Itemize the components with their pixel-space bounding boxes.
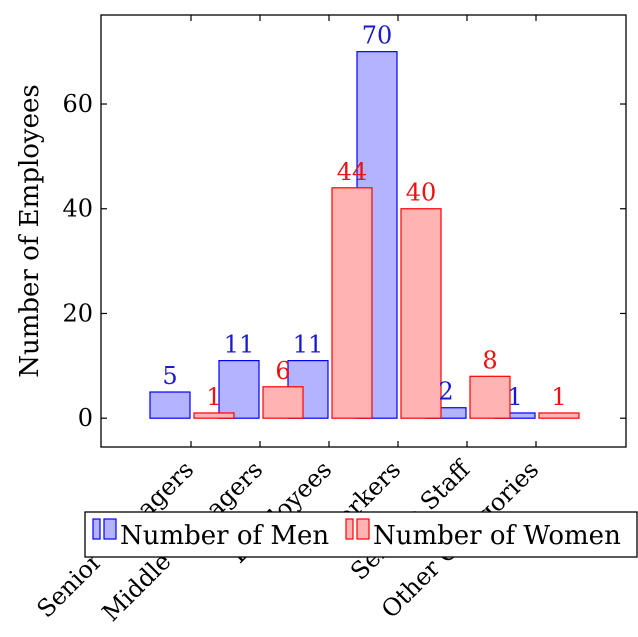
value-label-men: 5	[162, 362, 177, 390]
bar-women	[469, 375, 511, 419]
legend-swatch-women-2	[356, 518, 370, 540]
legend-swatch-men-1	[92, 518, 101, 540]
bar-men	[218, 360, 260, 419]
legend-label-women: Number of Women	[373, 521, 621, 551]
legend-swatch-men-2	[103, 518, 117, 540]
bar-women	[193, 412, 235, 419]
value-label-women: 44	[337, 158, 368, 186]
plot-area-frame	[100, 14, 627, 448]
legend: Number of Men Number of Women	[84, 511, 638, 558]
bar-women	[400, 208, 442, 419]
legend-swatch-women-1	[345, 518, 354, 540]
legend-item-women: Number of Women	[345, 518, 621, 551]
legend-item-men: Number of Men	[92, 518, 329, 551]
value-label-men: 2	[438, 378, 453, 406]
legend-label-men: Number of Men	[120, 521, 329, 551]
y-tick-label: 60	[62, 90, 93, 118]
value-label-men: 1	[507, 383, 522, 411]
bar-women	[538, 412, 580, 419]
value-label-men: 70	[362, 22, 393, 50]
value-label-men: 11	[224, 331, 255, 359]
value-label-men: 11	[293, 331, 324, 359]
value-label-women: 40	[406, 179, 437, 207]
value-label-women: 8	[482, 346, 497, 374]
y-axis-label: Number of Employees	[15, 84, 45, 377]
value-label-women: 6	[275, 357, 290, 385]
bar-women	[331, 187, 373, 419]
bars	[149, 51, 580, 419]
y-tick-label: 0	[78, 404, 93, 432]
y-tick-labels: 0 20 40 60	[62, 90, 93, 432]
value-label-women: 1	[551, 383, 566, 411]
bar-men	[149, 391, 191, 419]
bar-women	[262, 386, 304, 419]
y-tick-label: 40	[62, 195, 93, 223]
axis-ticks	[101, 15, 626, 447]
value-label-women: 1	[206, 383, 221, 411]
y-tick-label: 20	[62, 299, 93, 327]
